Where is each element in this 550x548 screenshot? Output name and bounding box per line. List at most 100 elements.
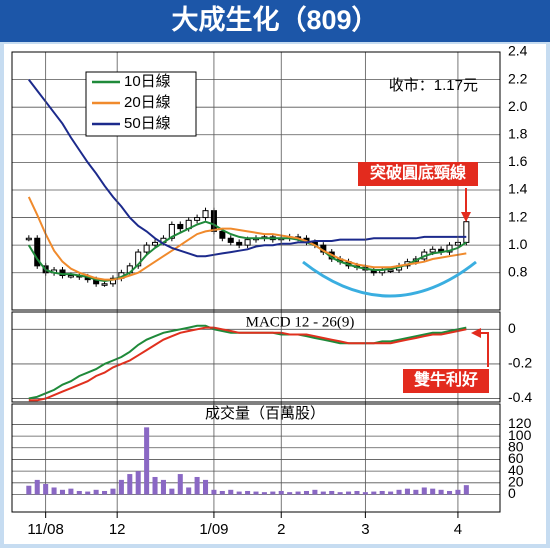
series-line bbox=[27, 196, 467, 281]
y-tick-label: -0.2 bbox=[508, 355, 532, 371]
volume-bar bbox=[245, 490, 251, 495]
volume-bar bbox=[102, 490, 108, 495]
volume-bar bbox=[211, 489, 217, 495]
volume-bar bbox=[118, 479, 124, 495]
volume-bar bbox=[160, 479, 166, 495]
macd-title: MACD 12 - 26(9) bbox=[246, 314, 355, 330]
y-tick-label: 1.0 bbox=[508, 236, 528, 252]
title-bar bbox=[0, 0, 550, 42]
x-tick-label: 12 bbox=[109, 521, 126, 538]
volume-bar bbox=[76, 490, 82, 495]
volume-bar bbox=[127, 474, 133, 495]
volume-bar bbox=[278, 490, 284, 495]
volume-bar bbox=[303, 490, 310, 495]
y-tick-label: 1.6 bbox=[508, 153, 528, 169]
volume-bar bbox=[287, 492, 293, 495]
volume-bar bbox=[421, 487, 427, 495]
volume-bar bbox=[177, 474, 183, 495]
volume-bar bbox=[85, 491, 91, 495]
y-tick-label: -0.4 bbox=[508, 389, 532, 405]
candle bbox=[463, 221, 470, 243]
breakout-box bbox=[358, 162, 478, 186]
candle bbox=[219, 230, 226, 239]
candle bbox=[152, 241, 159, 246]
series-line bbox=[28, 326, 467, 402]
bull-arrowhead bbox=[471, 328, 481, 338]
candle bbox=[25, 237, 32, 241]
x-tick-label: 1/09 bbox=[199, 521, 228, 538]
y-tick-label: 120 bbox=[508, 415, 532, 431]
volume-bar bbox=[438, 489, 444, 495]
legend-label: 50日線 bbox=[124, 115, 171, 132]
volume-bar bbox=[312, 489, 318, 495]
volume-bar bbox=[413, 489, 419, 495]
close-annotation: 收市：1.17元 bbox=[389, 77, 478, 94]
volume-bar bbox=[152, 476, 158, 495]
bull-annotation: 雙牛利好 bbox=[414, 370, 478, 389]
volume-bar bbox=[169, 488, 175, 495]
y-tick-label: 2.2 bbox=[508, 70, 528, 86]
y-tick-label: 40 bbox=[508, 462, 524, 478]
volume-bar bbox=[337, 492, 343, 495]
volume-bar bbox=[110, 488, 116, 495]
plot-background bbox=[4, 44, 546, 544]
legend-label: 20日線 bbox=[124, 94, 171, 111]
volume-bar bbox=[362, 492, 368, 495]
y-tick-label: 0 bbox=[508, 320, 516, 336]
x-tick-label: 3 bbox=[361, 521, 369, 538]
volume-bar bbox=[388, 491, 394, 495]
round-bottom-arc bbox=[302, 260, 477, 298]
volume-bar bbox=[430, 488, 436, 495]
volume-bar bbox=[379, 490, 385, 495]
y-tick-label: 80 bbox=[508, 438, 524, 454]
y-tick-label: 0.8 bbox=[508, 263, 528, 279]
volume-bar bbox=[371, 491, 377, 495]
candle bbox=[446, 244, 453, 253]
y-tick-label: 1.8 bbox=[508, 125, 528, 141]
volume-bar bbox=[68, 488, 74, 495]
volume-bar bbox=[135, 471, 141, 495]
macd-panel bbox=[11, 311, 501, 403]
volume-bar bbox=[43, 483, 49, 495]
y-tick-label: 100 bbox=[508, 427, 532, 443]
volume-bar bbox=[354, 490, 360, 495]
breakout-annotation: 突破圓底頸線 bbox=[370, 163, 466, 182]
x-tick-label: 11/08 bbox=[27, 521, 63, 538]
chart-title: 大成生化（809） bbox=[171, 5, 378, 35]
y-tick-label: 0 bbox=[508, 485, 516, 501]
candle bbox=[202, 210, 209, 219]
x-tick-label: 2 bbox=[277, 521, 285, 538]
candle bbox=[194, 217, 201, 221]
volume-bar bbox=[219, 490, 225, 495]
bull-box bbox=[403, 369, 489, 393]
y-tick-label: 60 bbox=[508, 450, 524, 466]
y-tick-label: 20 bbox=[508, 474, 524, 490]
x-tick-label: 4 bbox=[454, 521, 462, 538]
volume-bar bbox=[26, 485, 32, 495]
series-line bbox=[28, 78, 467, 258]
series-line bbox=[27, 220, 467, 283]
volume-bar bbox=[404, 488, 410, 495]
y-tick-label: 2.0 bbox=[508, 98, 528, 114]
y-tick-label: 2.4 bbox=[508, 43, 528, 59]
candle bbox=[236, 241, 243, 246]
candle bbox=[34, 237, 41, 267]
volume-bar bbox=[455, 489, 461, 495]
y-tick-label: 1.2 bbox=[508, 208, 528, 224]
plot: 0.81.01.21.41.61.82.02.22.4-0.4-0.200204… bbox=[12, 43, 532, 538]
candle bbox=[387, 269, 394, 272]
volume-bar bbox=[236, 491, 242, 495]
candle bbox=[177, 223, 184, 230]
volume-bar bbox=[396, 489, 402, 495]
volume-bar bbox=[202, 479, 209, 495]
volume-bar bbox=[34, 479, 40, 495]
candle bbox=[101, 283, 108, 286]
candle bbox=[244, 239, 251, 246]
candle bbox=[429, 248, 436, 253]
price-panel bbox=[11, 51, 501, 311]
volume-title: 成交量（百萬股） bbox=[205, 404, 325, 422]
volume-bar bbox=[446, 490, 453, 495]
volume-bar bbox=[93, 489, 99, 495]
volume-bar bbox=[144, 427, 150, 495]
